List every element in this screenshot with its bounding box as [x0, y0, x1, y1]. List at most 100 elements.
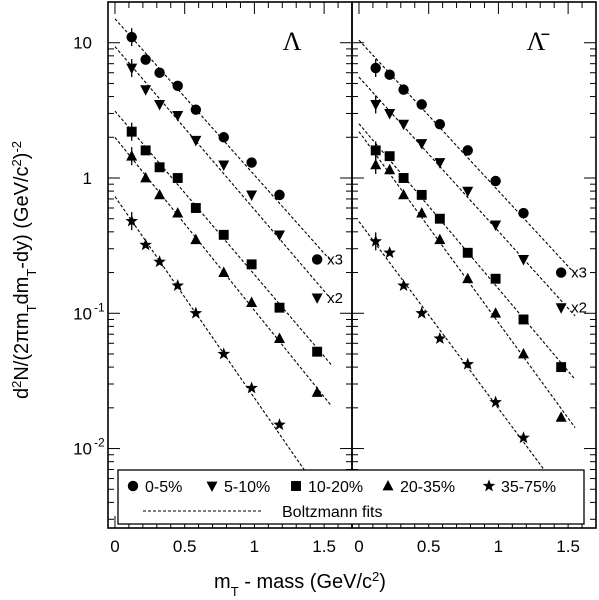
axis-label-part: dm	[11, 277, 33, 305]
data-point-triangle-up	[140, 171, 152, 183]
data-point-triangle-up	[434, 233, 446, 245]
data-point-triangle-up	[172, 207, 184, 218]
data-point-triangle-down	[398, 119, 410, 131]
data-point-triangle-up	[384, 163, 396, 175]
data-point-square	[556, 362, 567, 373]
data-point-square	[246, 259, 257, 270]
x-tick-label: 0.5	[417, 537, 441, 556]
data-point-star	[415, 306, 428, 319]
data-point-square	[154, 162, 165, 173]
data-point-square	[140, 145, 151, 156]
data-point-triangle-up	[398, 188, 410, 200]
data-point-square	[126, 126, 137, 137]
boltzmann-fit-line	[358, 131, 576, 428]
scale-factor-label: x3	[327, 251, 343, 268]
data-point-triangle-down	[416, 139, 428, 150]
boltzmann-fit-lines	[114, 18, 576, 512]
boltzmann-fit-line	[114, 46, 332, 300]
axis-label-part: 2	[9, 381, 24, 388]
y-tick-label: 1	[83, 169, 92, 188]
data-point-triangle-down	[434, 158, 446, 169]
data-point-triangle-down	[517, 255, 529, 266]
data-point-triangle-down	[555, 303, 567, 314]
data-point-star	[245, 381, 258, 394]
data-point-square	[370, 145, 381, 156]
scale-factor-label: x3	[571, 265, 587, 282]
data-point-triangle-down	[154, 99, 166, 111]
data-point-star	[461, 357, 474, 370]
legend-marker-triangle-up	[382, 479, 394, 491]
panel-labels: x3 x2 Λx3 x2 Λ̄	[283, 27, 587, 317]
x-tick-label: 1.5	[556, 537, 580, 556]
legend-marker-square	[291, 481, 301, 491]
data-point-star	[433, 331, 447, 344]
scale-factor-label: x2	[571, 300, 587, 317]
data-point-square	[398, 173, 409, 183]
data-point-square	[518, 314, 529, 325]
y-tick-label: 10	[73, 34, 92, 53]
x-tick-label: 0.5	[173, 537, 197, 556]
data-point-square	[312, 346, 323, 357]
legend-marker-triangle-down	[206, 481, 218, 493]
data-point-circle	[154, 67, 165, 78]
data-point-circle	[190, 104, 202, 115]
data-points	[125, 28, 568, 505]
legend-box	[117, 469, 585, 525]
data-point-triangle-down	[140, 85, 152, 96]
x-axis-label: mT - mass (GeV/c2)	[214, 569, 386, 599]
x-tick-label: 1	[494, 537, 503, 556]
legend-label: 35-75%	[501, 479, 556, 496]
legend-marker-star	[482, 479, 496, 492]
data-point-circle	[416, 99, 427, 110]
data-point-triangle-down	[462, 186, 474, 198]
data-point-star	[153, 255, 166, 268]
data-point-circle	[398, 84, 409, 95]
legend-fit-label: Boltzmann fits	[282, 504, 382, 521]
data-point-triangle-up	[416, 207, 428, 218]
x-tick-label: 0	[110, 537, 119, 556]
data-point-circle	[274, 189, 285, 201]
data-point-circle	[490, 175, 501, 187]
data-point-square	[384, 151, 395, 162]
data-point-circle	[518, 207, 529, 219]
data-point-star	[171, 279, 184, 291]
panel-frames	[107, 1, 597, 529]
data-point-circle	[172, 80, 183, 92]
data-point-triangle-up	[311, 386, 323, 397]
data-point-triangle-down	[190, 135, 202, 147]
data-point-square	[416, 189, 427, 200]
data-point-circle	[311, 254, 323, 265]
data-point-star	[489, 395, 502, 408]
data-point-triangle-down	[370, 99, 382, 111]
axis-label-part: N/(2πm	[11, 312, 33, 380]
data-point-star	[383, 246, 396, 259]
data-point-triangle-up	[462, 272, 474, 284]
axis-label-part: 2	[372, 569, 379, 584]
data-point-star	[517, 431, 530, 444]
x-tick-label: 0	[354, 537, 363, 556]
data-point-circle	[126, 31, 137, 43]
x-tick-label: 1	[250, 537, 259, 556]
axis-label-part: -2	[9, 141, 24, 153]
axis-label-part: 2	[9, 159, 24, 166]
legend-label: 20-35%	[400, 479, 455, 496]
data-point-circle	[140, 54, 151, 65]
panel-frame	[351, 1, 597, 529]
data-point-star	[189, 306, 203, 319]
scale-factor-label: x2	[327, 290, 343, 307]
data-point-circle	[462, 145, 473, 156]
data-point-triangle-down	[311, 293, 323, 304]
data-point-circle	[555, 267, 567, 278]
panel-label: Λ	[283, 27, 302, 56]
legend-label: 0-5%	[145, 479, 182, 496]
data-point-circle	[370, 62, 381, 74]
data-point-triangle-down	[172, 111, 184, 122]
data-point-triangle-up	[246, 296, 258, 307]
data-point-square	[218, 229, 229, 240]
data-point-triangle-up	[190, 233, 202, 245]
legend-marker-circle	[127, 480, 139, 492]
data-point-circle	[218, 132, 229, 143]
data-point-star	[273, 418, 286, 431]
data-point-triangle-down	[246, 190, 258, 201]
boltzmann-fit-line	[358, 76, 576, 317]
